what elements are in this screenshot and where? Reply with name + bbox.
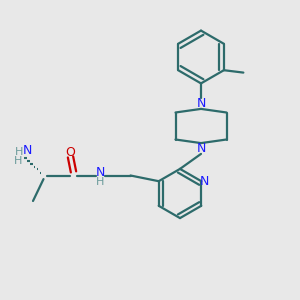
Text: O: O — [66, 146, 75, 159]
Text: N: N — [22, 144, 32, 158]
Text: H: H — [14, 155, 22, 166]
Text: N: N — [196, 142, 206, 155]
Text: N: N — [96, 166, 105, 179]
Text: H: H — [96, 177, 105, 187]
Text: H: H — [15, 147, 23, 157]
Text: N: N — [196, 97, 206, 110]
Text: N: N — [200, 175, 210, 188]
